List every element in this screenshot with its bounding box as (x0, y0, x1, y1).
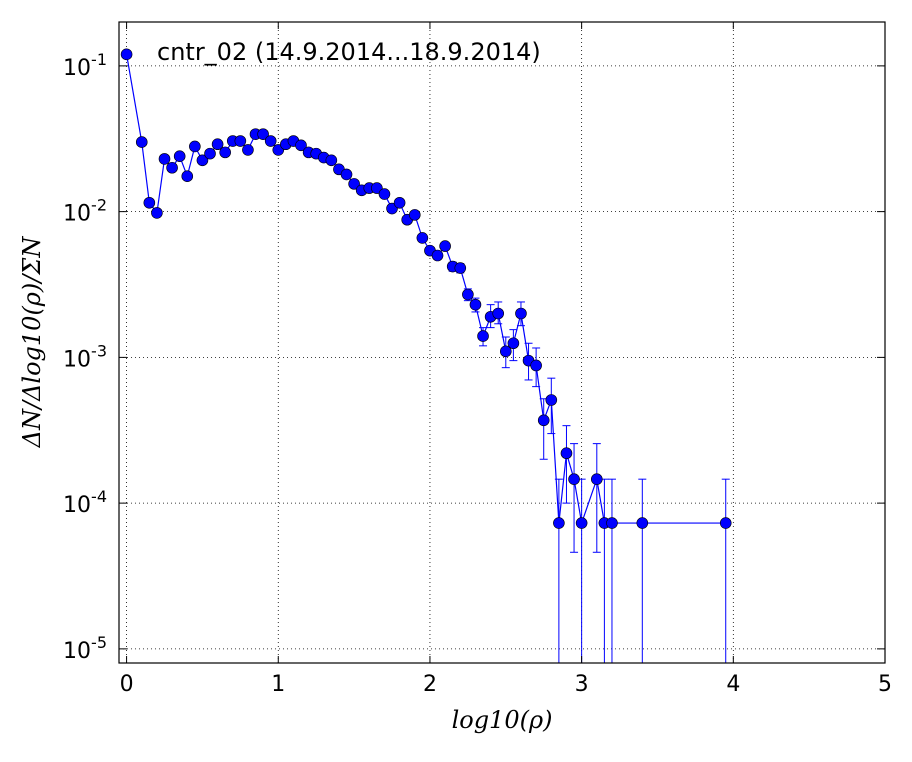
data-point (507, 337, 520, 350)
data-point (120, 48, 133, 61)
data-point (325, 154, 338, 167)
data-point (545, 394, 558, 406)
data-point (499, 345, 512, 358)
data-point (264, 135, 277, 147)
x-tick-label: 0 (120, 672, 134, 697)
data-point (408, 209, 421, 221)
data-point (560, 447, 573, 460)
y-axis-label: ΔN/Δlog10(ρ)/ΣN (18, 236, 46, 449)
data-point (393, 196, 406, 209)
data-point (431, 249, 444, 262)
data-point (606, 517, 618, 529)
data-point (242, 144, 254, 156)
grid (119, 22, 885, 663)
data-point (348, 178, 360, 190)
plot-frame (118, 21, 886, 664)
data-point (181, 170, 194, 183)
data-point (158, 153, 171, 165)
x-axis-label: log10(ρ) (452, 706, 553, 734)
y-tick-label: 10-3 (63, 341, 107, 372)
data-point (469, 298, 482, 311)
data-point (515, 307, 527, 320)
x-tick-label: 3 (575, 672, 589, 697)
data-point (575, 517, 588, 529)
data-point (143, 196, 156, 209)
y-tick-label: 10-1 (63, 50, 107, 81)
data-point (189, 140, 201, 153)
x-tick-label: 2 (423, 672, 437, 697)
data-series (120, 48, 732, 663)
data-point (591, 473, 603, 485)
data-point (219, 146, 231, 159)
data-point (439, 240, 451, 252)
data-point (211, 138, 224, 151)
data-point (204, 147, 216, 160)
y-tick-label: 10-4 (63, 487, 107, 518)
data-point (492, 307, 505, 320)
data-point (553, 517, 565, 529)
data-point (719, 517, 732, 529)
data-point (166, 161, 178, 174)
data-point (151, 207, 163, 219)
data-point (537, 414, 550, 427)
chart-annotation: cntr_02 (14.9.2014...18.9.2014) (157, 38, 541, 66)
data-point (568, 473, 580, 485)
data-point (462, 288, 474, 301)
data-point (234, 135, 247, 147)
data-point (257, 128, 269, 140)
data-point (378, 188, 391, 200)
data-point (340, 168, 353, 181)
data-point (196, 154, 209, 167)
x-tick-label: 5 (878, 672, 892, 697)
data-point (173, 150, 186, 163)
x-tick-label: 1 (271, 672, 285, 697)
y-tick-label: 10-2 (63, 196, 107, 227)
data-point (135, 136, 148, 148)
data-point (416, 232, 429, 244)
data-point (530, 359, 542, 372)
data-point (477, 330, 489, 342)
y-tick-label: 10-5 (63, 633, 107, 664)
ticks: 0 1 2 3 4 5 10-1 10-2 10-3 10-4 10-5 (63, 22, 892, 697)
data-point (295, 139, 307, 152)
x-tick-label: 4 (726, 672, 740, 697)
data-point (636, 517, 649, 529)
data-point (454, 262, 467, 274)
